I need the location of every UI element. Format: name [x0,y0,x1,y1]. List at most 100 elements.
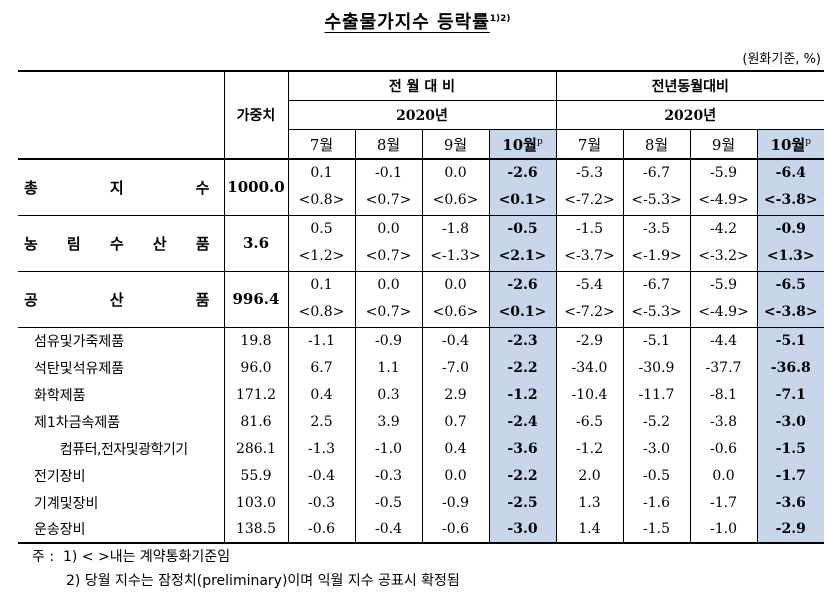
subrow-label: 석탄및석유제품 [34,360,125,377]
note-2: 2) 당월 지수는 잠정치(preliminary)이며 익월 지수 공표시 확… [66,573,460,589]
yoy-value: 0.0 [689,462,757,489]
yoy-value: -5.1 [756,326,824,354]
mom-contract-currency-value: <0.6> [432,304,479,320]
yoy-value: -5.1 [622,326,690,354]
subrow-weight: 286.1 [223,435,288,462]
mom-value: -0.6 [421,516,489,544]
mom-contract-currency-value: <2.1> [498,248,547,264]
mom-value: -0.3 [287,489,355,516]
yoy-contract-currency-value: <-4.9> [698,192,749,209]
row-weight: 1000.0 [223,159,288,215]
mom-value: 0.7 [421,408,489,435]
table-row: 화학제품 171.2 0.4 0.3 2.9 -1.2 -10.4 -11.7 -8.1 -7.1 [18,381,824,408]
mom-contract-currency-value: <0.8> [298,304,345,320]
header-mom: 전 월 대 비 [287,70,556,101]
yoy-cell: -6.5 <-3.8> [756,270,824,327]
mom-value: -2.4 [488,408,556,435]
mom-value: 0.0 [377,221,400,237]
header-yoy: 전년동월대비 [555,70,824,101]
main-rows: 총 지 수 1000.0 0.1 <0.8> -0.1 <0.7> 0.0 <0.6> -2.6… [18,159,824,327]
yoy-cell: -3.5 <-1.9> [622,214,690,271]
header-mom-month: 7월 [287,129,355,160]
mom-value: -1.8 [442,221,469,237]
mom-value: 6.7 [287,354,355,381]
yoy-value: -1.6 [622,489,690,516]
subrow-weight: 55.9 [223,462,288,489]
mom-value: 0.5 [310,221,333,237]
mom-cell: -0.1 <0.7> [354,159,422,215]
yoy-value: -37.7 [689,354,757,381]
yoy-contract-currency-value: <-1.9> [631,248,682,264]
subrow-weight: 81.6 [223,408,288,435]
yoy-value: -3.8 [689,408,757,435]
row-weight: 996.4 [223,270,288,327]
header-yoy-year: 2020년 [555,100,824,130]
mom-cell: -2.6 <0.1> [488,159,556,215]
yoy-value: -6.5 [555,408,623,435]
preliminary-mark: p [805,136,811,147]
yoy-value: -8.1 [689,381,757,408]
mom-value: -0.5 [507,221,538,237]
subrow-label: 기계및장비 [34,495,99,512]
mom-cell: 0.0 <0.6> [421,159,489,215]
yoy-value: -5.4 [576,277,603,293]
yoy-value: -1.7 [756,462,824,489]
table-row: 공 산 품 996.4 0.1 <0.8> 0.0 <0.7> 0.0 <0.6> -2.6 <0… [18,270,824,327]
yoy-value: -1.5 [756,435,824,462]
mom-value: 0.0 [444,277,467,293]
yoy-contract-currency-value: <-7.2> [564,192,615,209]
yoy-value: -3.6 [756,489,824,516]
subrow-weight: 171.2 [223,381,288,408]
yoy-value: -6.7 [643,165,670,182]
header-yoy-month: 7월 [555,129,623,160]
subrow-label: 컴퓨터,전자및광학기기 [59,441,188,458]
mom-value: -2.6 [507,165,538,182]
yoy-value: -2.9 [555,326,623,354]
subrow-label: 제1차금속제품 [34,414,121,431]
yoy-value: -1.7 [689,489,757,516]
subrow-weight: 19.8 [223,326,288,354]
yoy-value: -6.5 [775,277,806,293]
mom-cell: 0.1 <0.8> [287,270,355,327]
header-yoy-month: 8월 [622,129,690,160]
mom-contract-currency-value: <0.8> [298,192,345,209]
mom-value: 3.9 [354,408,422,435]
header-yoy-month: 9월 [689,129,757,160]
yoy-value: -0.9 [775,221,806,237]
mom-cell: -0.5 <2.1> [488,214,556,271]
mom-value: -3.6 [488,435,556,462]
yoy-value: 2.0 [555,462,623,489]
yoy-value: -1.2 [555,435,623,462]
table-row: 석탄및석유제품 96.0 6.7 1.1 -7.0 -2.2 -34.0 -30.9 -37.7… [18,354,824,381]
mom-value: -2.2 [488,462,556,489]
row-label: 총 지 수 [24,178,210,197]
mom-value: 0.0 [421,462,489,489]
preliminary-mark: p [536,136,543,147]
header-weight: 가중치 [223,70,288,160]
mom-value: -0.3 [354,462,422,489]
mom-value: -1.3 [287,435,355,462]
header-mom-month: 9월 [421,129,489,160]
header-blank [18,70,224,160]
yoy-value: -5.2 [622,408,690,435]
row-label: 공 산 품 [18,270,224,327]
title-text: 수출물가지수 등락률 [324,12,490,33]
yoy-value: -6.4 [775,165,806,182]
yoy-value: -0.6 [689,435,757,462]
table-row: 기계및장비 103.0 -0.3 -0.5 -0.9 -2.5 1.3 -1.6 -1.7 -3.… [18,489,824,516]
yoy-cell: -4.2 <-3.2> [689,214,757,271]
yoy-value: -3.5 [643,221,670,237]
table-row: 운송장비 138.5 -0.6 -0.4 -0.6 -3.0 1.4 -1.5 -1.0 -2.9 [18,516,824,544]
mom-value: -1.0 [354,435,422,462]
yoy-contract-currency-value: <-3.2> [698,248,749,264]
mom-contract-currency-value: <1.2> [298,248,345,264]
row-label: 농 림 수 산 품 [18,214,224,271]
table-header: 가중치 전 월 대 비 전년동월대비 2020년 2020년 7월 8월 9월 … [18,70,824,160]
mom-value: 0.0 [444,165,467,182]
mom-cell: -1.8 <-1.3> [421,214,489,271]
sub-rows: 섬유및가죽제품 19.8 -1.1 -0.9 -0.4 -2.3 -2.9 -5.1 -4.4-… [18,326,824,544]
mom-value: -1.1 [287,326,355,354]
yoy-value: -2.9 [756,516,824,544]
yoy-value: -5.3 [576,165,603,182]
yoy-value: -4.2 [710,221,737,237]
